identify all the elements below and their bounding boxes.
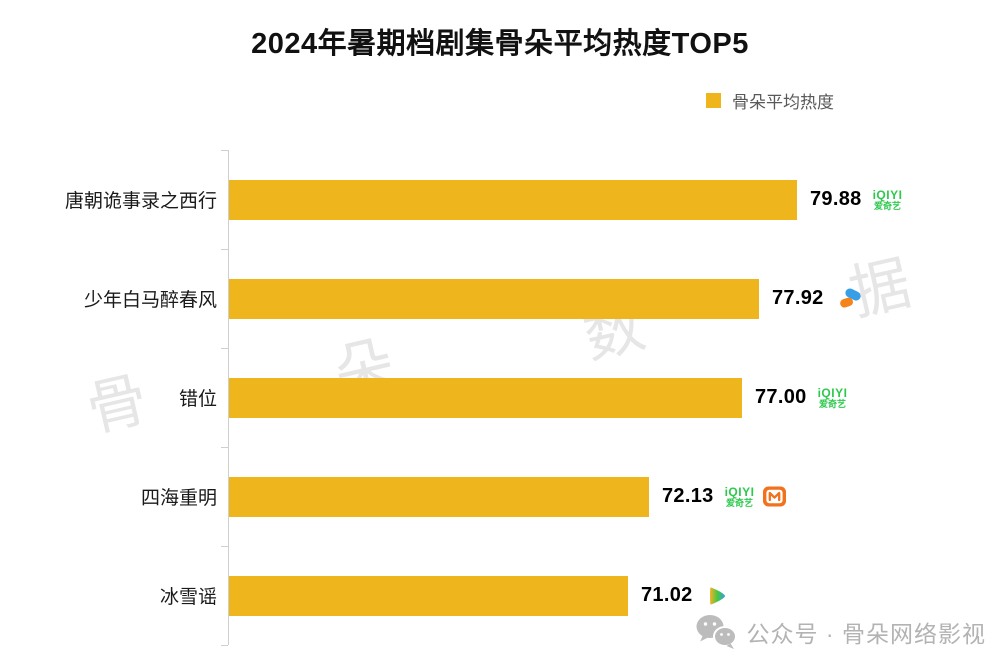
bar-area: 77.92	[229, 249, 1000, 348]
bar	[229, 377, 742, 418]
wechat-icon	[694, 613, 738, 651]
value-label: 79.88	[810, 188, 862, 210]
y-axis-line	[228, 150, 229, 645]
iqiyi-icon: iQIYI 爱奇艺	[724, 484, 755, 508]
bar-area: 79.88 iQIYI 爱奇艺	[229, 150, 1000, 249]
footer-text: 公众号 · 骨朵网络影视	[746, 621, 986, 647]
bar-area: 77.00 iQIYI 爱奇艺	[229, 348, 1000, 447]
category-label: 冰雪谣	[159, 587, 217, 608]
y-axis-tick	[221, 150, 228, 151]
chart-row: 少年白马醉春风 77.92	[0, 249, 1000, 348]
tencent-video-icon	[704, 583, 730, 609]
bar	[229, 179, 797, 220]
value-label: 72.13	[662, 485, 714, 507]
bar	[229, 278, 759, 319]
bar-area: 72.13 iQIYI 爱奇艺	[229, 447, 1000, 546]
tencent-video-icon	[835, 285, 863, 313]
chart-row: 唐朝诡事录之西行 79.88 iQIYI 爱奇艺	[0, 150, 1000, 249]
category-label: 唐朝诡事录之西行	[64, 191, 217, 212]
category-label: 错位	[178, 389, 217, 410]
legend-color-swatch	[706, 93, 721, 108]
footer-credit: 公众号 · 骨朵网络影视	[694, 613, 986, 651]
value-label: 77.92	[772, 287, 824, 309]
legend-label: 骨朵平均热度	[732, 93, 834, 112]
category-label: 少年白马醉春风	[83, 290, 217, 311]
y-axis-tick	[221, 645, 228, 646]
y-axis-tick	[221, 447, 228, 448]
bar	[229, 476, 649, 517]
chart-row: 四海重明 72.13 iQIYI 爱奇艺	[0, 447, 1000, 546]
y-axis-tick	[221, 546, 228, 547]
bar-area: 71.02	[229, 546, 1000, 645]
chart-row: 错位 77.00 iQIYI 爱奇艺	[0, 348, 1000, 447]
value-label: 77.00	[755, 386, 807, 408]
platform-logos: iQIYI 爱奇艺	[873, 189, 903, 211]
legend: 骨朵平均热度	[706, 88, 834, 113]
platform-logos	[704, 583, 730, 609]
chart-title: 2024年暑期档剧集骨朵平均热度TOP5	[251, 28, 749, 60]
platform-logos	[835, 285, 863, 313]
platform-logos: iQIYI 爱奇艺	[725, 483, 789, 510]
mango-tv-icon	[761, 483, 788, 510]
iqiyi-icon: iQIYI 爱奇艺	[817, 385, 848, 409]
chart-row: 冰雪谣 71.02	[0, 546, 1000, 645]
bar-chart: 唐朝诡事录之西行 79.88 iQIYI 爱奇艺 少年白马醉春风 77.92 错位 77.00…	[0, 150, 1000, 645]
y-axis-tick	[221, 249, 228, 250]
category-label: 四海重明	[140, 488, 217, 509]
iqiyi-icon: iQIYI 爱奇艺	[872, 187, 903, 211]
y-axis-tick	[221, 348, 228, 349]
platform-logos: iQIYI 爱奇艺	[818, 387, 848, 409]
value-label: 71.02	[641, 584, 693, 606]
bar	[229, 575, 628, 616]
